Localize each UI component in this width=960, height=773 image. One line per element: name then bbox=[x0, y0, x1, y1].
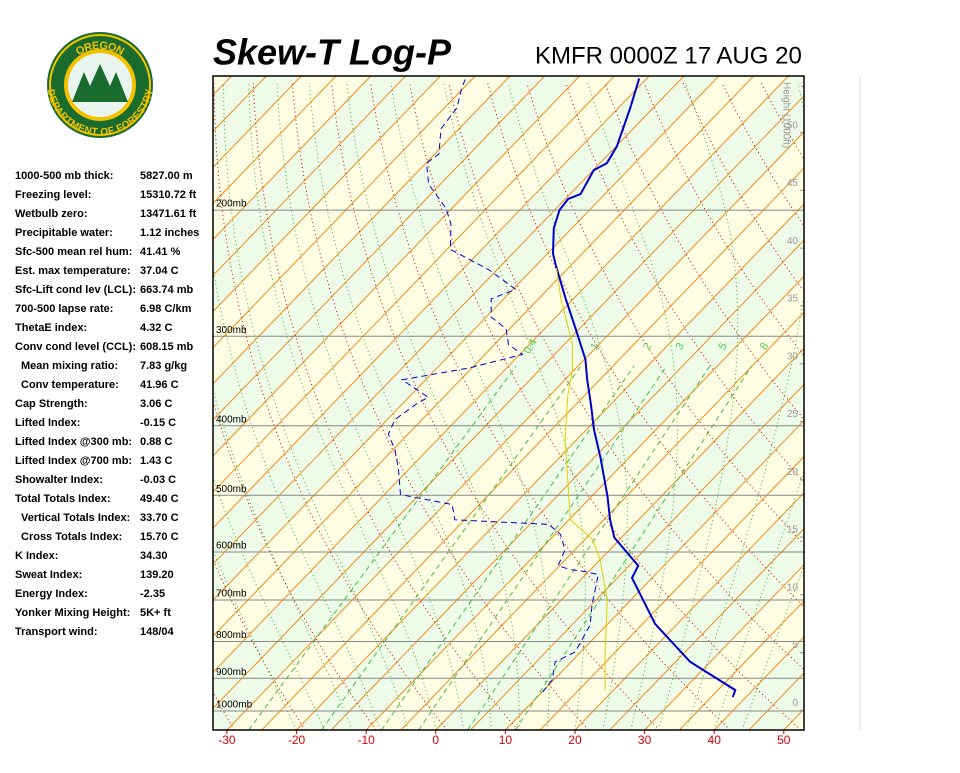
stat-label: Precipitable water: bbox=[15, 227, 113, 239]
y2-tick-label: 35 bbox=[787, 294, 799, 305]
stat-label: Total Totals Index: bbox=[15, 493, 111, 505]
stat-label: Cap Strength: bbox=[15, 398, 88, 410]
stat-value: 41.96 C bbox=[140, 379, 179, 391]
stat-label: Mean mixing ratio: bbox=[21, 360, 118, 372]
stat-label: 700-500 lapse rate: bbox=[15, 303, 113, 315]
stat-label: Energy Index: bbox=[15, 588, 88, 600]
stats-table: 1000-500 mb thick: 5827.00 m Freezing leve… bbox=[15, 170, 199, 638]
stat-label: Lifted Index @300 mb: bbox=[15, 436, 132, 448]
band bbox=[853, 76, 960, 730]
stat-value: -2.35 bbox=[140, 588, 165, 600]
stat-label: K Index: bbox=[15, 550, 58, 562]
stat-value: 37.04 C bbox=[140, 265, 179, 277]
x-tick-label: 20 bbox=[568, 733, 582, 747]
stat-value: 33.70 C bbox=[140, 512, 179, 524]
y2-axis-label: Height (1000ft) bbox=[780, 82, 791, 148]
dry-adiabat bbox=[801, 83, 960, 730]
stat-value: -0.03 C bbox=[140, 474, 176, 486]
dry-adiabat bbox=[879, 83, 960, 730]
x-tick-label: 0 bbox=[432, 733, 439, 747]
stat-value: 4.32 C bbox=[140, 322, 172, 334]
stat-label: Sfc-500 mean rel hum: bbox=[15, 246, 132, 258]
stat-value: 608.15 mb bbox=[140, 341, 193, 353]
stat-label: Est. max temperature: bbox=[15, 265, 131, 277]
x-tick-label: -30 bbox=[218, 733, 236, 747]
stat-label: ThetaE index: bbox=[15, 322, 87, 334]
stat-value: 41.41 % bbox=[140, 246, 181, 258]
y-tick-label: 400mb bbox=[216, 414, 247, 425]
y-tick-label: 1000mb bbox=[216, 700, 253, 711]
y2-tick-label: 5 bbox=[792, 640, 798, 651]
y-tick-label: 600mb bbox=[216, 541, 247, 552]
isotherm bbox=[853, 76, 960, 730]
station-label: KMFR 0000Z 17 AUG 20 bbox=[535, 42, 802, 69]
isotherm bbox=[784, 76, 960, 730]
stat-value: 148/04 bbox=[140, 626, 175, 638]
stat-value: 15310.72 ft bbox=[140, 189, 197, 201]
stat-value: 139.20 bbox=[140, 569, 174, 581]
y2-tick-label: 30 bbox=[787, 351, 799, 362]
x-tick-label: 30 bbox=[638, 733, 652, 747]
y-tick-label: 300mb bbox=[216, 325, 247, 336]
isotherm bbox=[819, 76, 960, 730]
stat-label: Conv temperature: bbox=[21, 379, 119, 391]
stat-value: 13471.61 ft bbox=[140, 208, 197, 220]
stat-label: Sfc-Lift cond lev (LCL): bbox=[15, 284, 136, 296]
stat-value: 34.30 bbox=[140, 550, 168, 562]
y2-tick-label: 45 bbox=[787, 178, 799, 189]
stat-label: Wetbulb zero: bbox=[15, 208, 88, 220]
y-tick-label: 800mb bbox=[216, 630, 247, 641]
y2-tick-label: 0 bbox=[792, 698, 798, 709]
x-tick-label: 50 bbox=[777, 733, 791, 747]
dry-adiabat bbox=[840, 83, 960, 730]
stat-label: Lifted Index @700 mb: bbox=[15, 455, 132, 467]
stat-value: 7.83 g/kg bbox=[140, 360, 187, 372]
x-tick-label: 10 bbox=[499, 733, 513, 747]
dry-adiabat bbox=[918, 83, 960, 730]
stat-label: 1000-500 mb thick: bbox=[15, 170, 113, 182]
stat-value: -0.15 C bbox=[140, 417, 176, 429]
stat-value: 5K+ ft bbox=[140, 607, 171, 619]
y2-tick-label: 15 bbox=[787, 525, 799, 536]
y2-tick-label: 40 bbox=[787, 236, 799, 247]
stat-label: Conv cond level (CCL): bbox=[15, 341, 136, 353]
stat-label: Lifted Index: bbox=[15, 417, 80, 429]
stat-value: 663.74 mb bbox=[140, 284, 193, 296]
x-tick-label: -20 bbox=[288, 733, 306, 747]
stat-value: 3.06 C bbox=[140, 398, 172, 410]
logo: OREGON DEPARTMENT OF FORESTRY bbox=[45, 32, 155, 138]
y-tick-label: 500mb bbox=[216, 484, 247, 495]
stat-label: Vertical Totals Index: bbox=[21, 512, 130, 524]
y-tick-label: 700mb bbox=[216, 589, 247, 600]
stat-label: Transport wind: bbox=[15, 626, 98, 638]
x-tick-label: -10 bbox=[357, 733, 375, 747]
stat-value: 15.70 C bbox=[140, 531, 179, 543]
stat-label: Cross Totals Index: bbox=[21, 531, 122, 543]
stat-value: 49.40 C bbox=[140, 493, 179, 505]
x-tick-label: 40 bbox=[708, 733, 722, 747]
stat-value: 1.12 inches bbox=[140, 227, 199, 239]
y2-tick-label: 20 bbox=[787, 467, 799, 478]
stat-value: 0.88 C bbox=[140, 436, 172, 448]
stat-label: Sweat Index: bbox=[15, 569, 82, 581]
stat-label: Showalter Index: bbox=[15, 474, 103, 486]
chart-title: Skew-T Log-P bbox=[213, 32, 452, 73]
band bbox=[784, 76, 960, 730]
y2-tick-label: 10 bbox=[787, 582, 799, 593]
stat-value: 1.43 C bbox=[140, 455, 172, 467]
stat-label: Freezing level: bbox=[15, 189, 91, 201]
y-tick-label: 200mb bbox=[216, 199, 247, 210]
y-tick-label: 900mb bbox=[216, 667, 247, 678]
stat-label: Yonker Mixing Height: bbox=[15, 607, 130, 619]
stat-value: 5827.00 m bbox=[140, 170, 193, 182]
y2-tick-label: 25 bbox=[787, 409, 799, 420]
stat-value: 6.98 C/km bbox=[140, 303, 192, 315]
